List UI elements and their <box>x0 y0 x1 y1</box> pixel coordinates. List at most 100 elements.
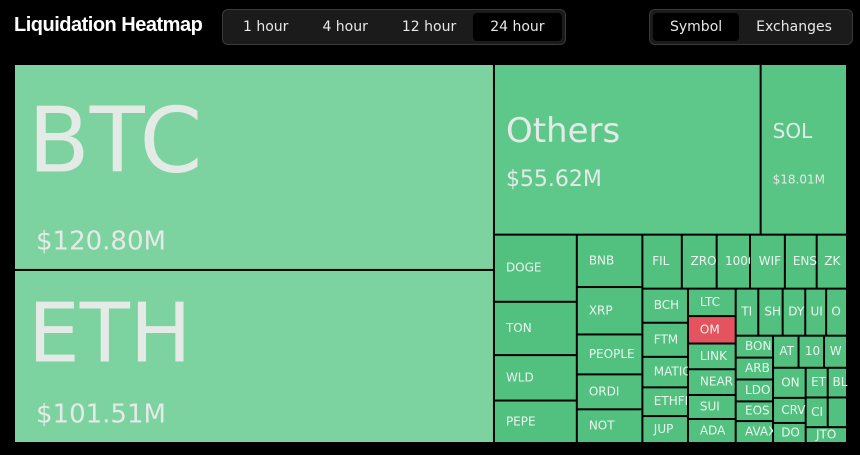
tile <box>687 394 736 419</box>
tile <box>735 379 774 402</box>
tile <box>642 387 688 417</box>
tile-label: BTC <box>28 88 202 193</box>
tab[interactable]: 1 hour <box>243 19 289 35</box>
tile-label: WIF <box>759 254 781 268</box>
tile <box>642 416 688 444</box>
tile-label: BON <box>745 339 771 353</box>
tile-label: TI <box>740 305 752 319</box>
tile <box>14 269 494 443</box>
tile-label: BNB <box>589 253 614 267</box>
tile <box>805 427 848 443</box>
tile-label: FIL <box>652 254 669 268</box>
tile-label: CRV <box>781 403 806 417</box>
tile-label: BCH <box>654 298 679 312</box>
time-tabs: 1 hour 4 hour 12 hour 24 hour <box>222 9 566 45</box>
tile-label: ORDI <box>589 384 620 398</box>
tile <box>576 287 643 335</box>
tile-label: ZRO <box>691 254 717 268</box>
tile <box>824 335 848 368</box>
tile-label: ON <box>781 375 799 389</box>
tile-value: $120.80M <box>36 226 166 256</box>
tile-label: DY <box>788 305 805 319</box>
tile <box>773 397 806 423</box>
tile <box>14 64 494 270</box>
tile-label: NOT <box>589 419 615 433</box>
tile <box>735 357 774 380</box>
tile-label: DOGE <box>506 261 542 275</box>
tile-label: W <box>830 344 842 358</box>
tile-label: FTM <box>654 332 678 346</box>
tab[interactable]: 12 hour <box>401 19 457 35</box>
tile <box>735 401 774 422</box>
tab[interactable]: Symbol <box>653 13 740 41</box>
tile-label: ARB <box>745 361 770 375</box>
tile-label: PEPE <box>506 414 536 428</box>
tile <box>816 234 847 289</box>
tile <box>687 288 736 317</box>
tile <box>493 301 577 356</box>
tile <box>576 234 643 288</box>
tile <box>576 334 643 375</box>
tile <box>773 335 799 368</box>
tile-label: WLD <box>506 370 534 384</box>
tile <box>687 343 736 370</box>
tile-label: TON <box>505 321 532 335</box>
tile-label: Others <box>506 111 620 151</box>
tile <box>716 234 751 289</box>
tile-label: ETHFI <box>654 394 688 408</box>
tile <box>826 288 847 336</box>
tile <box>642 234 682 289</box>
tile-value: $55.62M <box>506 167 602 192</box>
tile <box>687 316 736 344</box>
tile-label: AVAX <box>745 425 776 439</box>
tile-label: ZK <box>824 254 841 268</box>
tile-label: SOL <box>773 119 813 143</box>
tile <box>687 369 736 395</box>
tile-label: PEOPLE <box>589 347 635 361</box>
tile-label: OM <box>700 322 720 336</box>
tile-label: SUI <box>700 399 720 413</box>
tile-label: EOS <box>745 404 770 418</box>
tile <box>760 64 847 235</box>
tile <box>493 400 577 444</box>
tile-label: ADA <box>700 423 726 437</box>
tile-label: 1000 <box>725 254 756 268</box>
tile-label: DO <box>781 425 800 439</box>
tile-label: ET <box>811 375 827 389</box>
tile <box>735 335 774 358</box>
tile <box>493 355 577 401</box>
tile <box>576 409 643 444</box>
tile-label: LINK <box>700 349 728 363</box>
tile-label: 10 <box>805 344 820 358</box>
tab[interactable]: 24 hour <box>473 13 562 41</box>
tile <box>735 288 759 336</box>
tile <box>827 367 848 398</box>
tile-label: JUP <box>653 422 674 436</box>
tile <box>642 356 688 388</box>
tile <box>750 234 785 289</box>
tile <box>576 374 643 410</box>
tile-value: $101.51M <box>36 400 166 430</box>
tab[interactable]: Exchanges <box>756 19 832 35</box>
tile-label: AT <box>779 344 794 358</box>
tile <box>798 335 825 368</box>
tile <box>493 64 761 235</box>
tab[interactable]: 4 hour <box>322 19 368 35</box>
tile <box>773 367 806 398</box>
tile-label: ENS <box>793 254 817 268</box>
tile-label: LTC <box>700 295 720 309</box>
tile-value: $18.01M <box>773 173 825 187</box>
tile <box>642 322 688 357</box>
tile-label: UI <box>810 305 822 319</box>
tile-label: SH <box>764 305 781 319</box>
tile-label: LDO <box>745 383 770 397</box>
tile <box>805 397 828 428</box>
tile-label: XRP <box>589 303 613 317</box>
tile <box>805 288 827 336</box>
view-tabs: Symbol Exchanges <box>649 9 853 45</box>
tile <box>681 234 717 289</box>
tile <box>758 288 783 336</box>
tile <box>493 234 577 302</box>
